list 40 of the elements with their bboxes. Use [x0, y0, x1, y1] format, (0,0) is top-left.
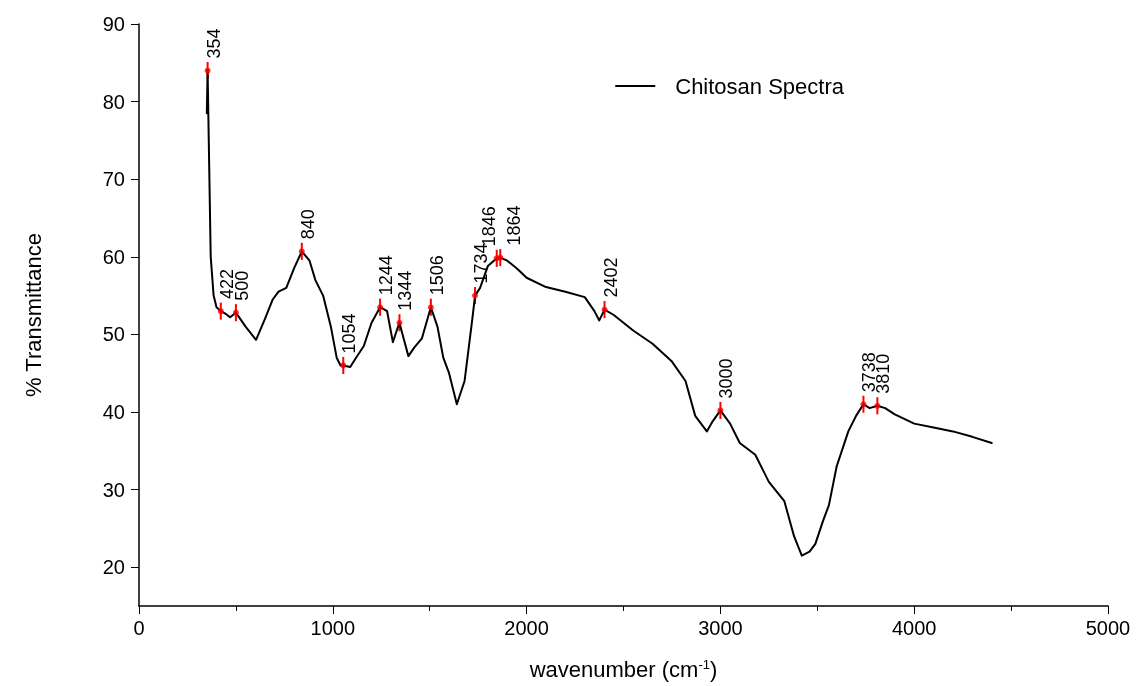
point [497, 254, 504, 261]
y-tick-label: 70 [102, 168, 125, 191]
point [340, 362, 347, 369]
x-tick-label: 1000 [310, 617, 356, 639]
y-tick-label: 30 [102, 478, 125, 501]
point [232, 309, 239, 316]
annotation: 1864 [504, 205, 525, 246]
point [717, 407, 724, 414]
annotation: 840 [297, 209, 318, 240]
y-tick-label: 20 [102, 556, 125, 579]
point [217, 308, 224, 315]
annotation: 1244 [376, 255, 397, 296]
y-tick-label: 90 [102, 13, 125, 35]
point [874, 402, 881, 409]
y-axis-title: % Transmittance [20, 233, 46, 397]
annotation: 3000 [716, 358, 737, 399]
x-tick-label: 3000 [698, 617, 743, 639]
annotation: 1734 [471, 243, 492, 284]
annotation: 354 [203, 28, 224, 59]
y-tick-label: 60 [102, 245, 125, 268]
annotation: 1344 [395, 270, 416, 311]
legend-label: Chitosan Spectra [675, 73, 845, 99]
annotation: 2402 [600, 257, 621, 298]
point [377, 304, 384, 311]
y-tick-label: 80 [102, 90, 125, 113]
point [860, 401, 867, 408]
x-tick-label: 2000 [504, 617, 549, 639]
x-tick-label: 0 [133, 617, 145, 639]
x-tick-label: 5000 [1085, 617, 1131, 639]
point [298, 248, 305, 255]
annotation: 1054 [339, 313, 360, 354]
x-tick-label: 4000 [891, 617, 937, 639]
point [601, 306, 608, 313]
annotation: 1506 [426, 255, 447, 296]
y-tick-label: 40 [102, 401, 125, 423]
y-tick-label: 50 [102, 323, 125, 346]
point [396, 319, 403, 326]
point [472, 292, 479, 299]
point [427, 304, 434, 311]
point [204, 67, 211, 74]
